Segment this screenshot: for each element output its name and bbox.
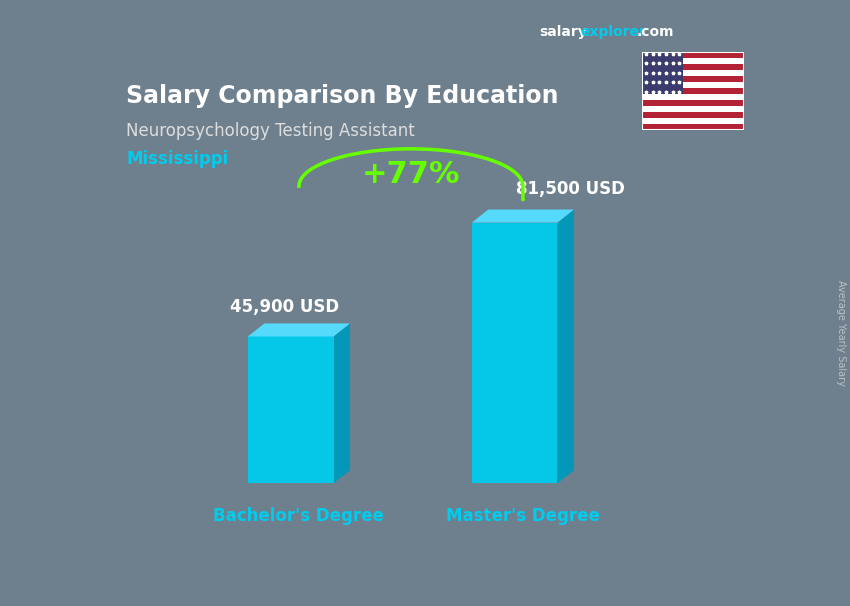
Bar xyxy=(642,76,744,82)
Bar xyxy=(642,58,744,64)
Bar xyxy=(642,94,744,100)
FancyBboxPatch shape xyxy=(248,336,333,484)
FancyBboxPatch shape xyxy=(472,222,558,484)
Text: Mississippi: Mississippi xyxy=(126,150,229,168)
Text: 81,500 USD: 81,500 USD xyxy=(516,180,625,198)
Bar xyxy=(642,52,683,94)
Bar xyxy=(642,124,744,130)
Text: Average Yearly Salary: Average Yearly Salary xyxy=(836,281,846,386)
Text: Bachelor's Degree: Bachelor's Degree xyxy=(213,507,384,525)
Polygon shape xyxy=(248,324,350,336)
Bar xyxy=(642,88,744,94)
Bar xyxy=(642,64,744,70)
Text: salary: salary xyxy=(540,25,587,39)
Text: Salary Comparison By Education: Salary Comparison By Education xyxy=(126,84,558,108)
Polygon shape xyxy=(472,210,574,222)
Text: 45,900 USD: 45,900 USD xyxy=(230,298,338,316)
Polygon shape xyxy=(333,324,350,484)
Text: Master's Degree: Master's Degree xyxy=(446,507,600,525)
Text: +77%: +77% xyxy=(361,161,460,190)
Bar xyxy=(642,100,744,106)
Text: explorer: explorer xyxy=(581,25,647,39)
Bar xyxy=(642,82,744,88)
Bar xyxy=(642,70,744,76)
Bar xyxy=(642,118,744,124)
Polygon shape xyxy=(558,210,574,484)
Bar xyxy=(642,52,744,58)
Bar xyxy=(642,112,744,118)
Bar xyxy=(642,106,744,112)
Text: Neuropsychology Testing Assistant: Neuropsychology Testing Assistant xyxy=(126,122,415,140)
Text: .com: .com xyxy=(637,25,674,39)
